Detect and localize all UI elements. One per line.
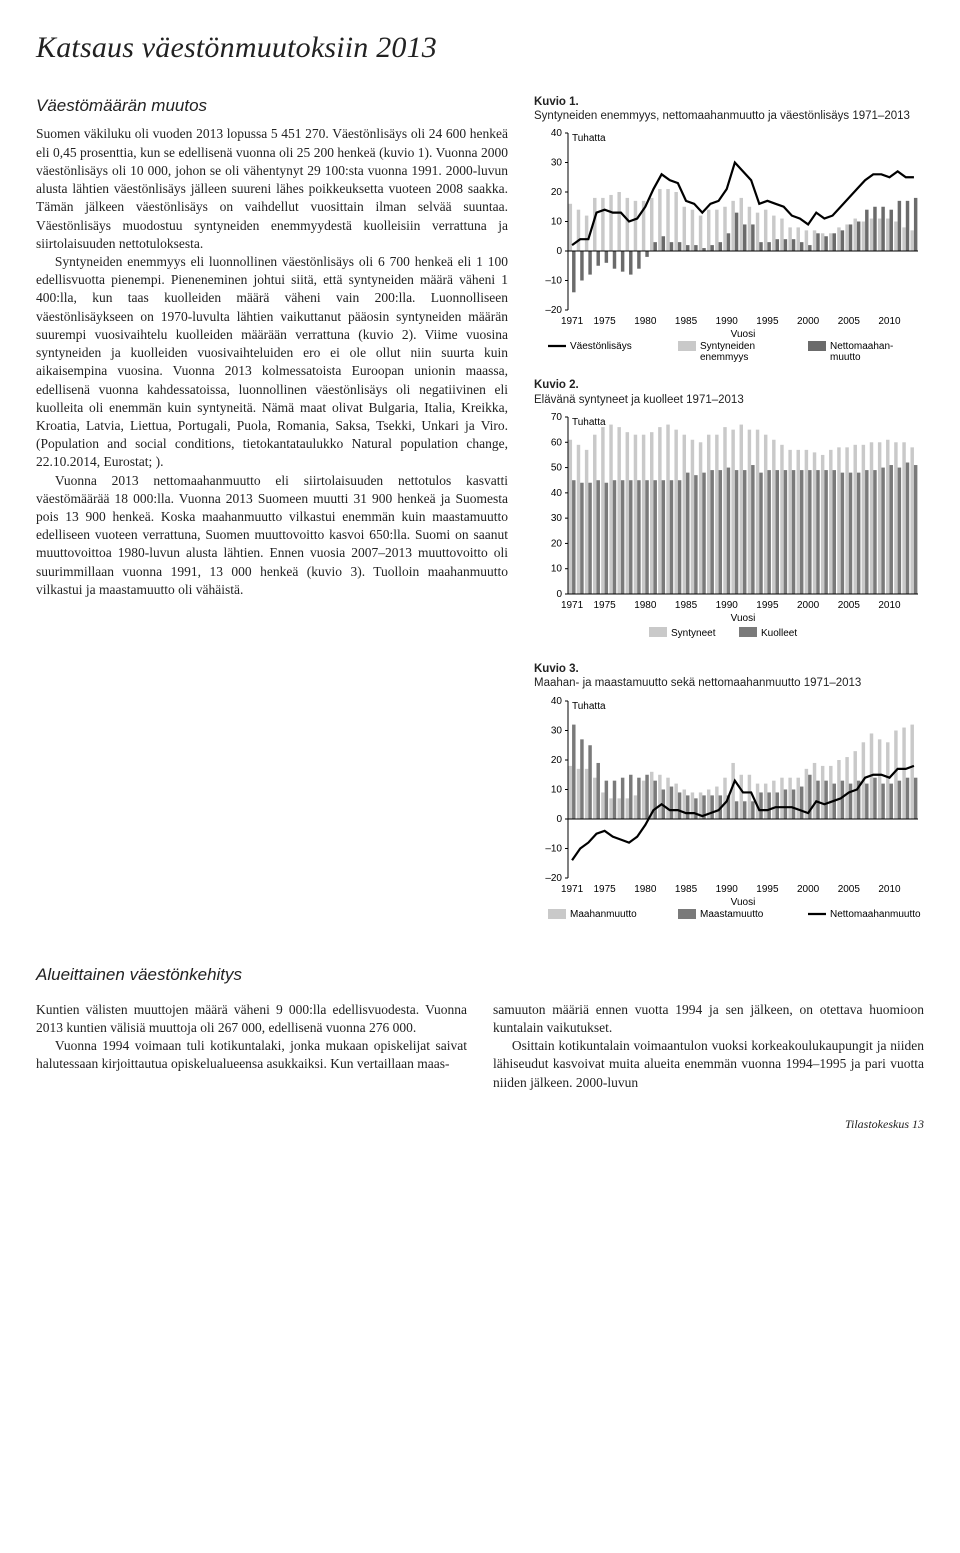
kuvio3-label: Kuvio 3. [534,663,579,675]
kuvio2-caption-text: Elävänä syntyneet ja kuolleet 1971–2013 [534,394,744,406]
body-p6: samuuton määriä ennen vuotta 1994 ja sen… [493,1001,924,1037]
svg-text:2005: 2005 [838,316,861,327]
left-column: Väestömäärän muutos Suomen väkiluku oli … [36,95,508,946]
kuvio1-chart: –20 –10 0 10 20 30 40 Tuhatta 1971 1975 1980 1985 19… [534,127,924,362]
svg-text:1975: 1975 [594,316,617,327]
svg-text:0: 0 [556,589,562,600]
svg-text:muutto: muutto [830,352,861,362]
svg-text:10: 10 [551,217,563,228]
svg-text:Maastamuutto: Maastamuutto [700,909,764,920]
kuvio3-caption: Kuvio 3. Maahan- ja maastamuutto sekä ne… [534,662,924,691]
svg-text:Nettomaahan-: Nettomaahan- [830,341,893,352]
svg-text:Syntyneet: Syntyneet [671,628,716,639]
body-p2: Syntyneiden enemmyys eli luonnollinen vä… [36,253,508,472]
svg-text:–20: –20 [545,305,562,316]
bottom-columns: Kuntien välisten muuttojen määrä väheni … [36,1001,924,1092]
kuvio3-caption-text: Maahan- ja maastamuutto sekä nettomaahan… [534,677,861,689]
body-p3: Vuonna 2013 nettomaahanmuutto eli siirto… [36,472,508,600]
svg-text:Maahanmuutto: Maahanmuutto [570,909,637,920]
svg-text:1971: 1971 [561,600,584,611]
bottom-right: samuuton määriä ennen vuotta 1994 ja sen… [493,1001,924,1092]
kuvio1-label: Kuvio 1. [534,96,579,108]
svg-text:20: 20 [551,755,563,766]
svg-text:Kuolleet: Kuolleet [761,628,797,639]
svg-text:Syntyneiden: Syntyneiden [700,341,755,352]
kuvio3-chart: –20 –10 0 10 20 30 40 Tuhatta 1971 1975 1980 1985 19… [534,695,924,930]
page-footer: Tilastokeskus 13 [36,1116,924,1132]
svg-text:1975: 1975 [594,884,617,895]
svg-text:1995: 1995 [756,884,779,895]
svg-text:Vuosi: Vuosi [731,329,756,340]
svg-text:–20: –20 [545,873,562,884]
svg-text:2010: 2010 [878,316,901,327]
svg-text:1990: 1990 [716,600,739,611]
svg-text:1980: 1980 [634,600,657,611]
svg-text:2000: 2000 [797,316,820,327]
body-p5: Vuonna 1994 voimaan tuli kotikuntalaki, … [36,1037,467,1073]
svg-text:–10: –10 [545,276,562,287]
svg-text:2010: 2010 [878,600,901,611]
svg-text:0: 0 [556,246,562,257]
svg-text:20: 20 [551,187,563,198]
svg-text:Vuosi: Vuosi [731,897,756,908]
svg-text:Tuhatta: Tuhatta [572,701,606,712]
svg-text:1980: 1980 [634,316,657,327]
svg-text:70: 70 [551,412,563,423]
page-title: Katsaus väestönmuutoksiin 2013 [36,28,924,69]
svg-text:40: 40 [551,128,563,139]
svg-text:Tuhatta: Tuhatta [572,133,606,144]
svg-text:1975: 1975 [594,600,617,611]
body-p7: Osittain kotikuntalain voimaantulon vuok… [493,1037,924,1092]
svg-text:30: 30 [551,158,563,169]
svg-text:1995: 1995 [756,316,779,327]
svg-text:enemmyys: enemmyys [700,352,748,362]
body-p1: Suomen väkiluku oli vuoden 2013 lopussa … [36,125,508,253]
svg-text:2005: 2005 [838,884,861,895]
svg-text:2005: 2005 [838,600,861,611]
svg-text:2000: 2000 [797,884,820,895]
svg-text:30: 30 [551,725,563,736]
svg-text:10: 10 [551,564,563,575]
body-p4: Kuntien välisten muuttojen määrä väheni … [36,1001,467,1037]
main-columns: Väestömäärän muutos Suomen väkiluku oli … [36,95,924,946]
svg-text:40: 40 [551,488,563,499]
svg-text:1990: 1990 [716,884,739,895]
svg-text:2010: 2010 [878,884,901,895]
section-2-title: Alueittainen väestönkehitys [36,964,924,987]
svg-text:20: 20 [551,538,563,549]
svg-text:Väestönlisäys: Väestönlisäys [570,341,632,352]
svg-text:0: 0 [556,814,562,825]
svg-text:1985: 1985 [675,884,698,895]
svg-text:Nettomaahanmuutto: Nettomaahanmuutto [830,909,921,920]
kuvio2-caption: Kuvio 2. Elävänä syntyneet ja kuolleet 1… [534,378,924,407]
svg-text:Tuhatta: Tuhatta [572,417,606,428]
svg-text:60: 60 [551,437,563,448]
kuvio1-caption: Kuvio 1. Syntyneiden enemmyys, nettomaah… [534,95,924,124]
svg-text:–10: –10 [545,843,562,854]
svg-text:2000: 2000 [797,600,820,611]
svg-text:1980: 1980 [634,884,657,895]
svg-text:1985: 1985 [675,600,698,611]
svg-text:1971: 1971 [561,884,584,895]
svg-text:40: 40 [551,696,563,707]
kuvio2-label: Kuvio 2. [534,379,579,391]
svg-text:1990: 1990 [716,316,739,327]
svg-text:30: 30 [551,513,563,524]
right-column: Kuvio 1. Syntyneiden enemmyys, nettomaah… [534,95,924,946]
svg-text:1995: 1995 [756,600,779,611]
kuvio1-caption-text: Syntyneiden enemmyys, nettomaahanmuutto … [534,110,910,122]
svg-text:50: 50 [551,463,563,474]
section-1-title: Väestömäärän muutos [36,95,508,118]
svg-text:1971: 1971 [561,316,584,327]
svg-text:1985: 1985 [675,316,698,327]
bottom-left: Kuntien välisten muuttojen määrä väheni … [36,1001,467,1092]
svg-text:10: 10 [551,784,563,795]
kuvio2-chart: 0 10 20 30 40 50 60 70 Tuhatta 1971 1975 1980 1985 19… [534,411,924,646]
